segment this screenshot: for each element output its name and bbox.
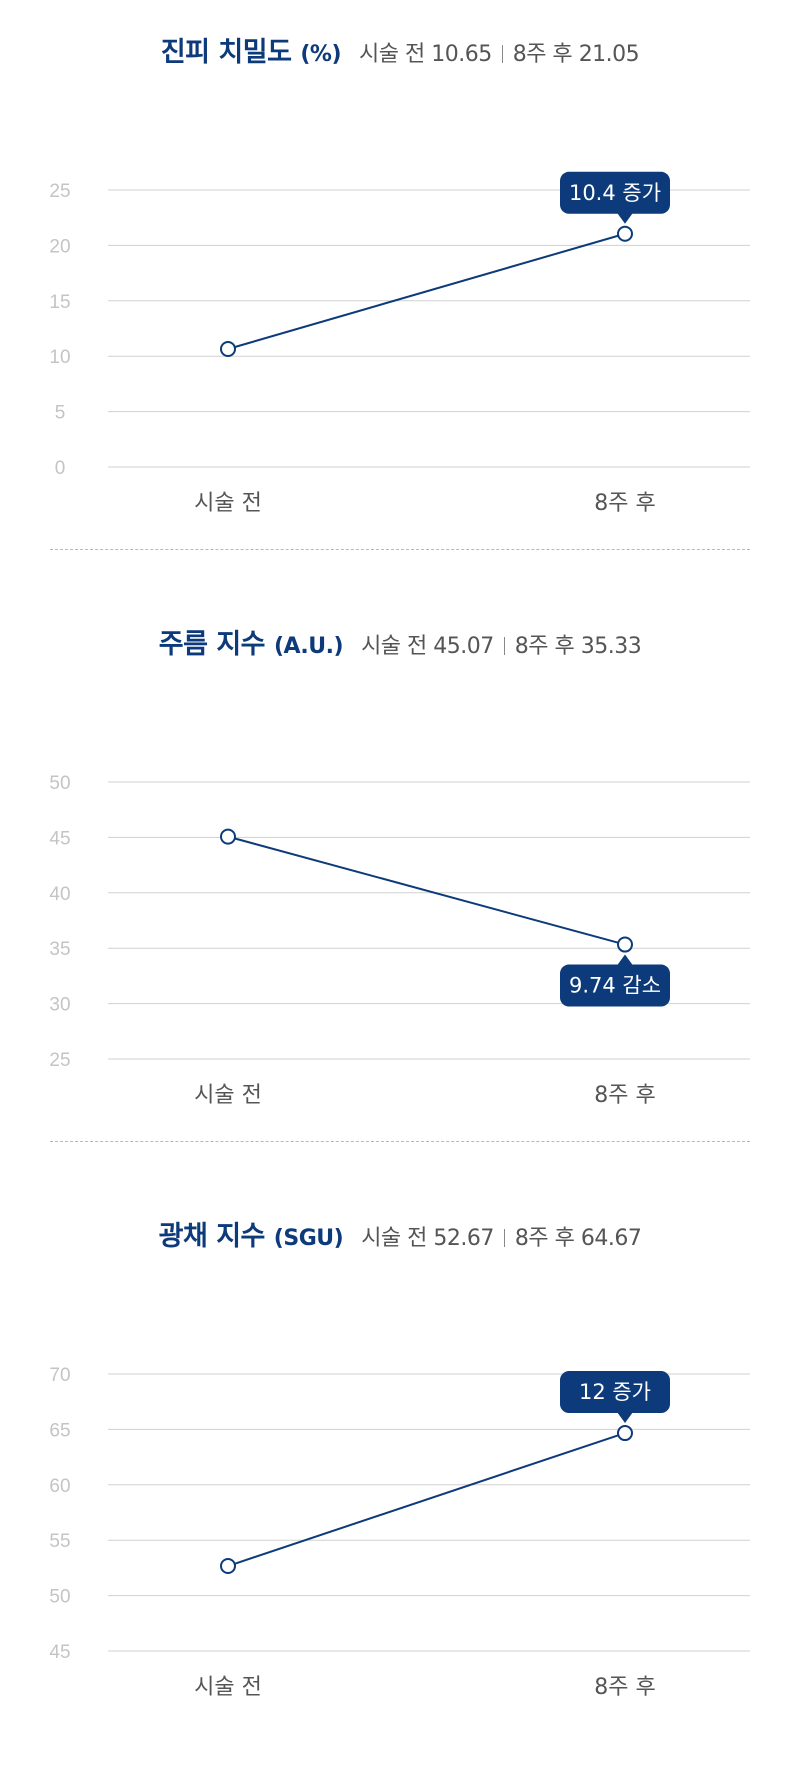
chart-header: 진피 치밀도 (%) 시술 전 10.65 8주 후 21.05 bbox=[0, 30, 800, 90]
change-badge bbox=[560, 1371, 670, 1414]
chart-header: 주름 지수 (A.U.) 시술 전 45.07 8주 후 35.33 bbox=[0, 622, 800, 682]
change-badge-pointer bbox=[617, 954, 633, 966]
y-tick-label: 60 bbox=[49, 1476, 70, 1497]
line-chart-dermal-density: 0 5 10 15 20 25 시술 전 8주 후 10.4 증가 bbox=[49, 171, 750, 516]
y-tick-label: 30 bbox=[49, 995, 70, 1016]
change-badge-label: 9.74 감소 bbox=[569, 974, 661, 998]
chart-summary: 시술 전 45.07 8주 후 35.33 bbox=[361, 634, 642, 659]
y-tick-label: 70 bbox=[49, 1365, 70, 1386]
change-badge-pointer bbox=[617, 212, 633, 224]
data-point bbox=[617, 936, 633, 953]
change-badge-pointer bbox=[617, 1412, 633, 1424]
y-tick-label: 15 bbox=[49, 292, 70, 313]
data-point bbox=[220, 1558, 236, 1575]
x-tick-label: 시술 전 bbox=[194, 1675, 262, 1700]
section-divider bbox=[50, 549, 750, 550]
y-tick-label: 65 bbox=[49, 1420, 70, 1441]
y-tick-label: 10 bbox=[49, 347, 70, 368]
line-chart-wrinkle-index: 25 30 35 40 45 50 시술 전 8주 후 9.74 감소 bbox=[49, 773, 750, 1108]
change-badge bbox=[560, 964, 670, 1007]
data-point bbox=[617, 1425, 633, 1442]
data-point bbox=[617, 225, 633, 242]
chart-title: 진피 치밀도 (%) bbox=[160, 37, 342, 68]
change-badge-label: 12 증가 bbox=[579, 1380, 651, 1404]
series-line bbox=[227, 232, 626, 350]
y-tick-label: 20 bbox=[49, 236, 70, 257]
change-badge bbox=[560, 171, 670, 214]
y-tick-label: 35 bbox=[49, 939, 70, 960]
x-tick-label: 8주 후 bbox=[594, 491, 655, 516]
series-line bbox=[227, 835, 626, 946]
change-badge-label: 10.4 증가 bbox=[569, 181, 661, 205]
y-tick-label: 25 bbox=[49, 1050, 70, 1071]
data-point bbox=[220, 340, 236, 357]
section-divider bbox=[50, 1141, 750, 1142]
y-tick-label: 50 bbox=[49, 1587, 70, 1608]
chart-title: 주름 지수 (A.U.) bbox=[158, 629, 344, 660]
y-tick-label: 45 bbox=[49, 828, 70, 849]
y-tick-label: 25 bbox=[49, 181, 70, 202]
x-tick-label: 시술 전 bbox=[194, 491, 262, 516]
y-tick-label: 40 bbox=[49, 884, 70, 905]
chart-header: 광채 지수 (SGU) 시술 전 52.67 8주 후 64.67 bbox=[0, 1214, 800, 1274]
chart-summary: 시술 전 52.67 8주 후 64.67 bbox=[361, 1226, 642, 1251]
y-tick-label: 5 bbox=[55, 403, 66, 424]
x-tick-label: 8주 후 bbox=[594, 1675, 655, 1700]
data-point bbox=[220, 828, 236, 845]
y-tick-label: 55 bbox=[49, 1531, 70, 1552]
y-tick-label: 50 bbox=[49, 773, 70, 794]
y-tick-label: 45 bbox=[49, 1642, 70, 1663]
x-tick-label: 시술 전 bbox=[194, 1083, 262, 1108]
chart-title: 광채 지수 (SGU) bbox=[158, 1221, 344, 1252]
series-line bbox=[227, 1432, 626, 1567]
line-chart-radiance-index: 45 50 55 60 65 70 시술 전 8주 후 12 증가 bbox=[49, 1365, 750, 1700]
chart-summary: 시술 전 10.65 8주 후 21.05 bbox=[359, 42, 640, 67]
x-tick-label: 8주 후 bbox=[594, 1083, 655, 1108]
y-tick-label: 0 bbox=[55, 458, 66, 479]
